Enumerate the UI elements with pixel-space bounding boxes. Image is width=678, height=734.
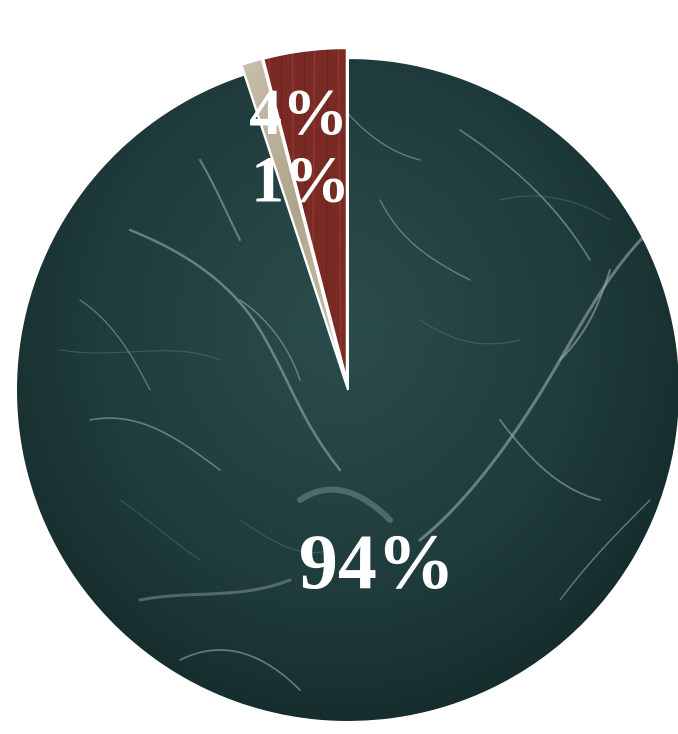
pie-slice-1pct bbox=[240, 57, 347, 381]
slice-label-94pct: 94% bbox=[299, 518, 455, 605]
pie-slice-94pct bbox=[15, 56, 678, 723]
pie-slice-4pct bbox=[262, 47, 348, 381]
slice-label-4pct: 4% bbox=[249, 76, 348, 149]
slice-label-1pct: 1% bbox=[251, 143, 350, 216]
